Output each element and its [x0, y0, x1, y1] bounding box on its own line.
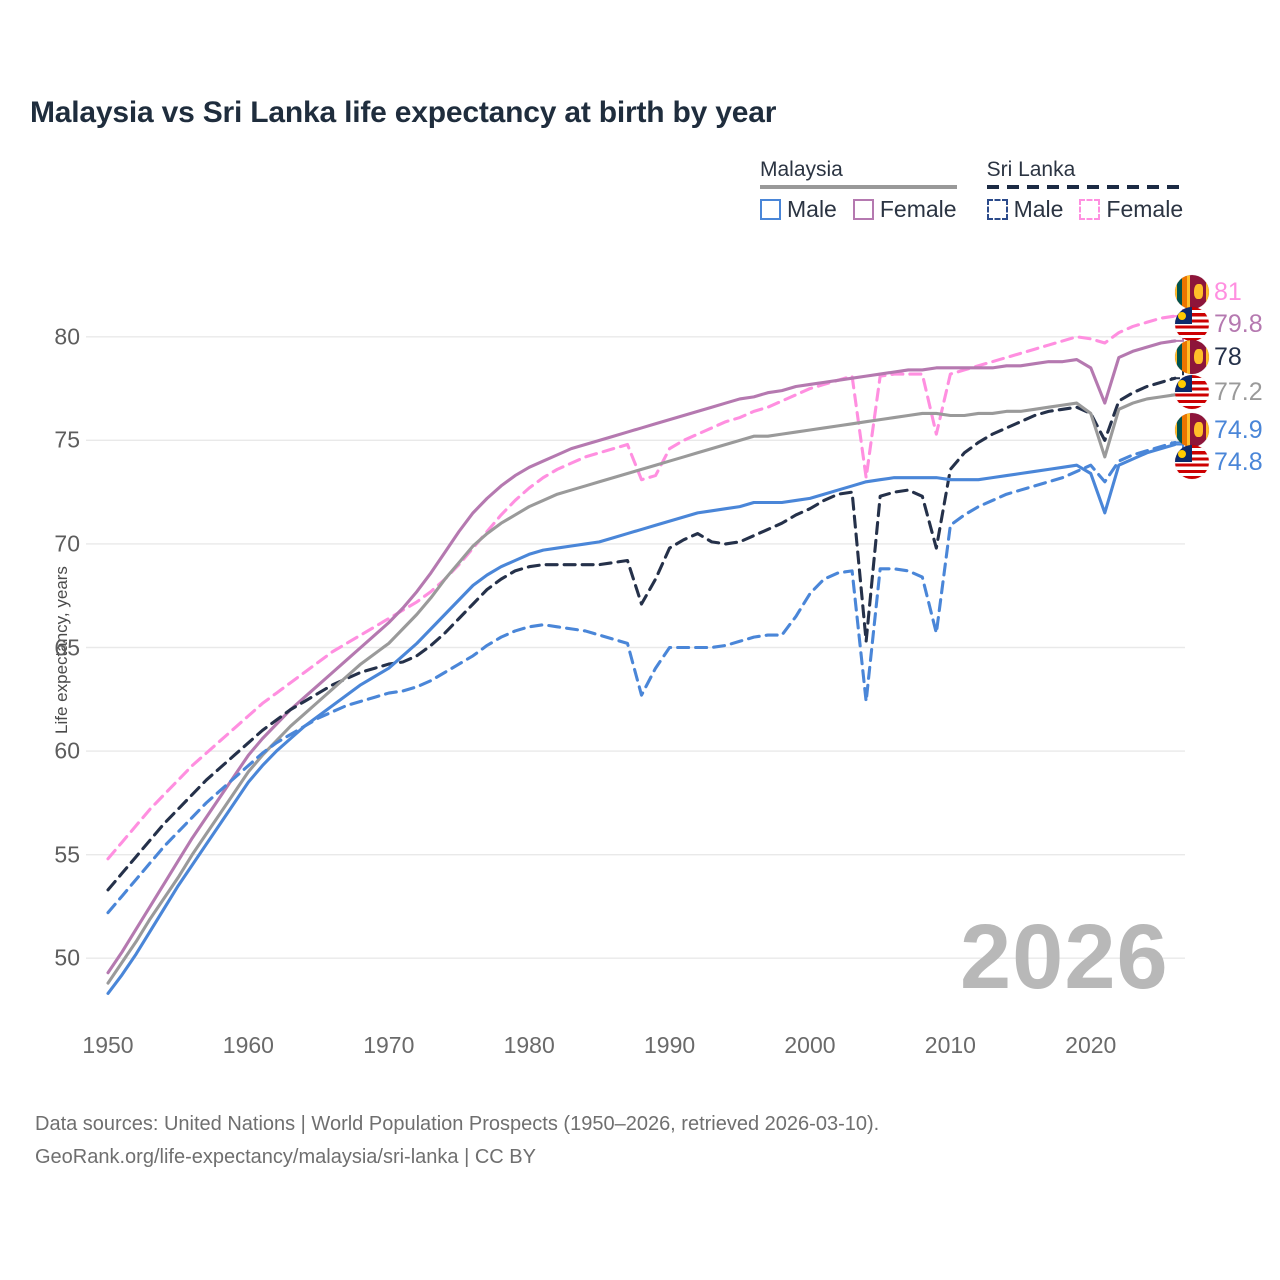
legend-group-title: Sri Lanka — [986, 158, 1076, 181]
y-axis-tick-label: 80 — [54, 323, 80, 350]
x-axis-tick-label: 1990 — [643, 1032, 696, 1058]
y-axis-tick-label: 50 — [54, 944, 80, 971]
x-axis-tick-label: 1980 — [503, 1032, 555, 1058]
lk-right-edge-part — [1206, 413, 1209, 447]
legend-item-sri-lanka-male[interactable]: Male — [986, 196, 1064, 223]
legend-item-malaysia-female[interactable]: Female — [852, 196, 957, 223]
x-axis-tick-label: 2020 — [1065, 1032, 1117, 1058]
series-line-malaysia-male — [106, 442, 1177, 995]
malaysia-flag-icon — [1175, 375, 1209, 409]
x-axis-tick-label: 1960 — [222, 1032, 274, 1058]
lk-lion-part — [1194, 422, 1203, 437]
lk-right-edge-part — [1206, 275, 1209, 309]
legend-items: Male Female — [986, 196, 1183, 223]
series-end-label: 77.2 — [1175, 375, 1263, 409]
series-end-label: 78 — [1175, 340, 1242, 374]
lk-right-edge-part — [1206, 340, 1209, 374]
legend-swatch-icon — [986, 199, 1008, 220]
legend-item-label: Female — [879, 196, 957, 222]
legend-swatch-icon — [760, 199, 781, 220]
series-line-malaysia-total — [106, 393, 1177, 985]
y-axis-tick-label: 55 — [54, 841, 80, 868]
x-axis-tick-label: 2000 — [784, 1032, 836, 1058]
lk-green-part — [1177, 340, 1182, 374]
end-label-value: 77.2 — [1214, 377, 1263, 406]
end-label-value: 74.8 — [1214, 447, 1263, 476]
footer-line-1: Data sources: United Nations | World Pop… — [35, 1113, 880, 1135]
legend-group-title: Malaysia — [760, 158, 843, 181]
lk-green-part — [1177, 275, 1182, 309]
lk-border-part — [1187, 275, 1190, 309]
lk-green-part — [1177, 413, 1182, 447]
end-label-value: 78 — [1214, 342, 1242, 371]
footer-attribution: Data sources: United Nations | World Pop… — [35, 1108, 879, 1174]
legend-swatch-icon — [1079, 199, 1101, 220]
y-axis-tick-label: 75 — [54, 426, 80, 453]
malaysia-flag-icon — [1175, 307, 1209, 341]
lk-orange-part — [1182, 340, 1187, 374]
series-line-sri-lanka-male — [106, 376, 1177, 892]
x-axis-tick-label: 1970 — [363, 1032, 415, 1058]
lk-border-part — [1187, 413, 1190, 447]
lk-lion-part — [1194, 349, 1203, 364]
legend-item-label: Male — [1013, 196, 1064, 222]
series-line-malaysia-female — [106, 339, 1177, 975]
lk-orange-part — [1182, 275, 1187, 309]
lk-orange-part — [1182, 413, 1187, 447]
sri-lanka-flag-icon — [1175, 413, 1209, 447]
sri-lanka-flag-icon — [1175, 275, 1209, 309]
legend-group-malaysia: Malaysia Male Female — [760, 158, 957, 223]
sri-lanka-flag-icon — [1175, 340, 1209, 374]
footer-line-2: GeoRank.org/life-expectancy/malaysia/sri… — [35, 1146, 536, 1168]
legend-item-label: Male — [787, 196, 837, 222]
legend-items: Male Female — [760, 196, 957, 223]
legend-swatch-icon — [852, 199, 874, 220]
series-line-sri-lanka-female — [106, 314, 1177, 861]
legend-group-rule — [986, 185, 1184, 189]
legend-group-rule — [760, 185, 957, 189]
year-watermark: 2026 — [960, 906, 1169, 1008]
series-end-label: 79.8 — [1175, 307, 1263, 341]
page-title: Malaysia vs Sri Lanka life expectancy at… — [30, 96, 777, 129]
y-axis-tick-label: 65 — [54, 634, 80, 660]
end-label-value: 74.9 — [1214, 415, 1263, 444]
legend-item-label: Female — [1106, 196, 1184, 222]
series-end-label: 74.9 — [1175, 413, 1263, 447]
series-end-label: 74.8 — [1175, 445, 1263, 479]
series-line-sri-lanka-male-2 — [106, 440, 1177, 915]
chart-legend: Malaysia Male Female Sri Lanka Male Female — [760, 158, 1184, 223]
legend-group-sri-lanka: Sri Lanka Male Female — [986, 158, 1184, 223]
x-axis-tick-label: 2010 — [924, 1032, 976, 1058]
y-axis-tick-label: 70 — [54, 530, 80, 557]
series-end-label: 81 — [1175, 275, 1242, 309]
y-axis-tick-label: 60 — [54, 737, 80, 764]
x-axis-tick-label: 1950 — [82, 1032, 134, 1058]
lk-border-part — [1187, 340, 1190, 374]
legend-item-sri-lanka-female[interactable]: Female — [1079, 196, 1183, 223]
end-label-value: 81 — [1214, 277, 1242, 306]
end-label-value: 79.8 — [1214, 309, 1263, 338]
lk-lion-part — [1194, 284, 1203, 299]
legend-item-malaysia-male[interactable]: Male — [760, 196, 837, 223]
malaysia-flag-icon — [1175, 445, 1209, 479]
